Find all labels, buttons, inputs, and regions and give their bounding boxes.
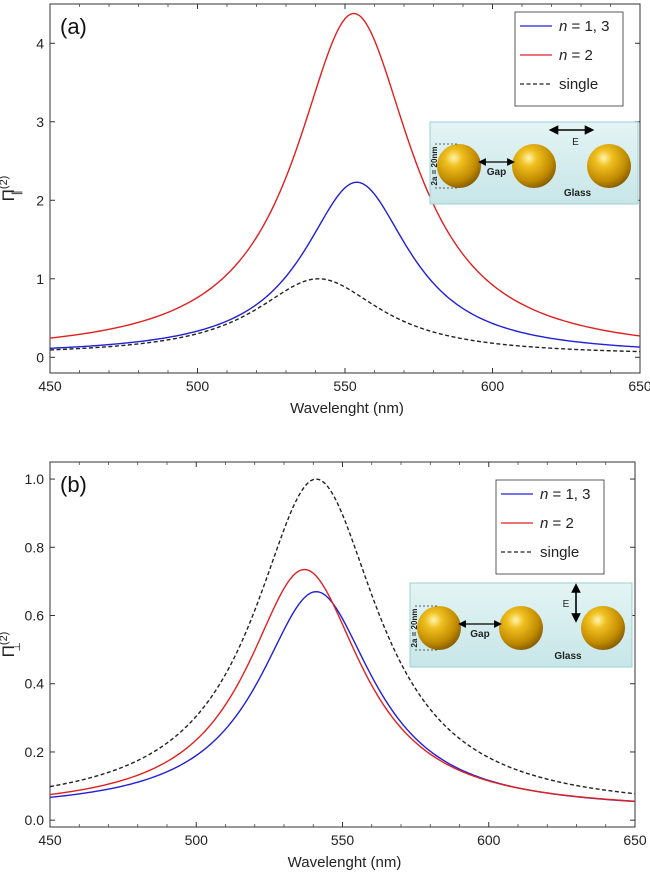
- x-tick-label: 650: [623, 832, 647, 848]
- y-axis-label: Π(2)∥: [0, 176, 23, 202]
- x-tick-label: 550: [333, 378, 357, 394]
- y-tick-label: 2: [36, 192, 44, 208]
- glass-label: Glass: [564, 188, 592, 199]
- gold-nanoparticle: [587, 144, 631, 188]
- panel-b-chart: 450 500 550 600 650 0.0 0.2 0.4 0.6 0.8 1.0 Wavelen…: [0, 461, 647, 871]
- x-tick-label: 600: [477, 832, 501, 848]
- y-tick-label: 1.0: [25, 471, 45, 487]
- x-tick-label: 450: [38, 832, 62, 848]
- legend-box: [514, 11, 624, 107]
- legend-label: n = 2: [559, 47, 593, 64]
- legend-box: [495, 479, 605, 575]
- x-tick-label: 550: [331, 832, 355, 848]
- y-tick-label: 0.6: [25, 608, 45, 624]
- legend-label: n = 1, 3: [559, 18, 609, 35]
- y-tick-label: 0.4: [25, 676, 45, 692]
- glass-label: Glass: [554, 651, 582, 662]
- y-tick-label: 3: [36, 114, 44, 130]
- gap-label: Gap: [487, 167, 506, 178]
- panel-label: (a): [60, 14, 87, 39]
- gold-nanoparticle: [512, 144, 556, 188]
- series-line-n-2: [49, 12, 641, 339]
- legend: n = 1, 3 n = 2 single: [514, 11, 624, 107]
- diameter-label: 2a = 20nm: [430, 147, 439, 186]
- x-tick-label: 650: [628, 378, 650, 394]
- y-tick-label: 0.2: [25, 744, 45, 760]
- gold-nanoparticle: [581, 606, 625, 650]
- x-tick-label: 500: [185, 832, 209, 848]
- x-axis-label: Wavelenght (nm): [290, 400, 404, 417]
- y-tick-label: 0: [36, 349, 44, 365]
- series-line-single: [49, 478, 636, 795]
- legend-label: n = 2: [540, 515, 574, 532]
- y-tick-label: 0.0: [25, 812, 45, 828]
- y-tick-label: 0.8: [25, 539, 45, 555]
- x-axis-label: Wavelenght (nm): [288, 854, 402, 871]
- inset-schematic: 2a = 20nm Gap Glass E: [409, 582, 633, 668]
- x-tick-label: 500: [186, 378, 210, 394]
- y-tick-label: 1: [36, 271, 44, 287]
- gold-nanoparticle: [499, 606, 543, 650]
- panel-a-chart: 450 500 550 600 650 0 1 2 3 4 Wavelenght (nm) Π(2)∥…: [0, 3, 650, 417]
- y-tick-label: 4: [36, 35, 44, 51]
- legend-label: single: [540, 544, 579, 561]
- legend: n = 1, 3 n = 2 single: [495, 479, 605, 575]
- x-tick-label: 600: [481, 378, 505, 394]
- series-line-n-2: [49, 568, 636, 802]
- panel-label: (b): [60, 472, 87, 497]
- y-axis-label: Π(2)⊥: [0, 632, 23, 658]
- gap-label: Gap: [470, 629, 489, 640]
- legend-label: single: [559, 76, 598, 93]
- gold-nanoparticle: [437, 144, 481, 188]
- series-line-single: [49, 278, 641, 353]
- field-label: E: [563, 599, 570, 610]
- legend-label: n = 1, 3: [540, 486, 590, 503]
- series-line-n-1-3: [49, 181, 641, 349]
- gold-nanoparticle: [417, 606, 461, 650]
- inset-schematic: 2a = 20nm Gap Glass E: [429, 121, 639, 205]
- diameter-label: 2a = 20nm: [410, 609, 419, 648]
- x-tick-label: 450: [38, 378, 62, 394]
- field-label: E: [572, 137, 579, 148]
